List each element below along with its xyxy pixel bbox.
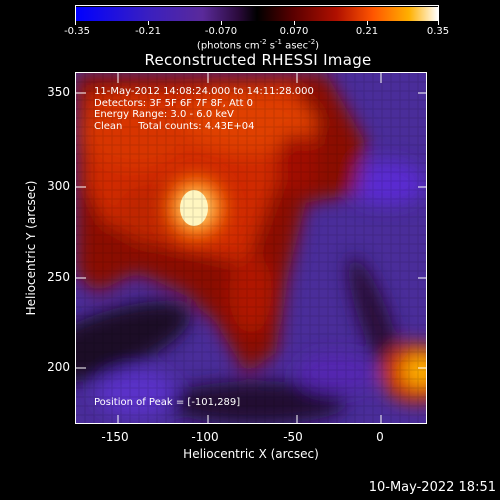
colorbar-tick-label: -0.21	[135, 26, 161, 37]
colorbar-unit-label: (photons cm-2 s-1 asec-2)	[196, 38, 320, 52]
observation-info: 11-May-2012 14:08:24.000 to 14:11:28.000…	[94, 86, 314, 132]
colorbar-tick	[367, 21, 368, 25]
colorbar-tick-label: 0.35	[426, 26, 450, 37]
detectors-text: Detectors: 3F 5F 6F 7F 8F, Att 0	[94, 97, 254, 109]
y-tick-label: 200	[47, 360, 70, 374]
colorbar-tick	[294, 21, 295, 25]
y-tick-label: 350	[47, 85, 70, 99]
colorbar-tick-label: 0.21	[355, 26, 379, 37]
rhessi-image-plot	[75, 72, 427, 424]
y-tick-label: 250	[47, 270, 70, 284]
colorbar-tick	[221, 21, 222, 25]
rhessi-image	[76, 73, 426, 423]
colorbar-tick	[75, 21, 76, 25]
x-tick-label: -100	[191, 430, 219, 444]
plot-title: Reconstructed RHESSI Image	[144, 51, 372, 69]
energy-range-text: Energy Range: 3.0 - 6.0 keV	[94, 109, 234, 120]
clean-counts-text: Clean Total counts: 4.43E+04	[94, 120, 255, 132]
y-axis-title: Heliocentric Y (arcsec)	[24, 180, 38, 316]
generation-timestamp: 10-May-2022 18:51	[368, 480, 496, 495]
colorbar-tick-label: 0.070	[279, 26, 309, 37]
colorbar-tick-label: -0.070	[204, 26, 238, 37]
peak-position-text: Position of Peak = [-101,289]	[94, 397, 241, 408]
x-tick-label: 0	[376, 430, 384, 444]
x-axis-title: Heliocentric X (arcsec)	[183, 447, 319, 461]
colorbar-tick	[148, 21, 149, 25]
colorbar-tick-label: -0.35	[64, 26, 90, 37]
x-tick-label: -50	[283, 430, 303, 444]
y-tick-label: 300	[47, 179, 70, 193]
colorbar	[75, 5, 439, 21]
time-range-text: 11-May-2012 14:08:24.000 to 14:11:28.000	[94, 86, 314, 97]
colorbar-tick	[438, 21, 439, 25]
colorbar-gradient	[76, 7, 438, 21]
x-tick-label: -150	[101, 430, 129, 444]
